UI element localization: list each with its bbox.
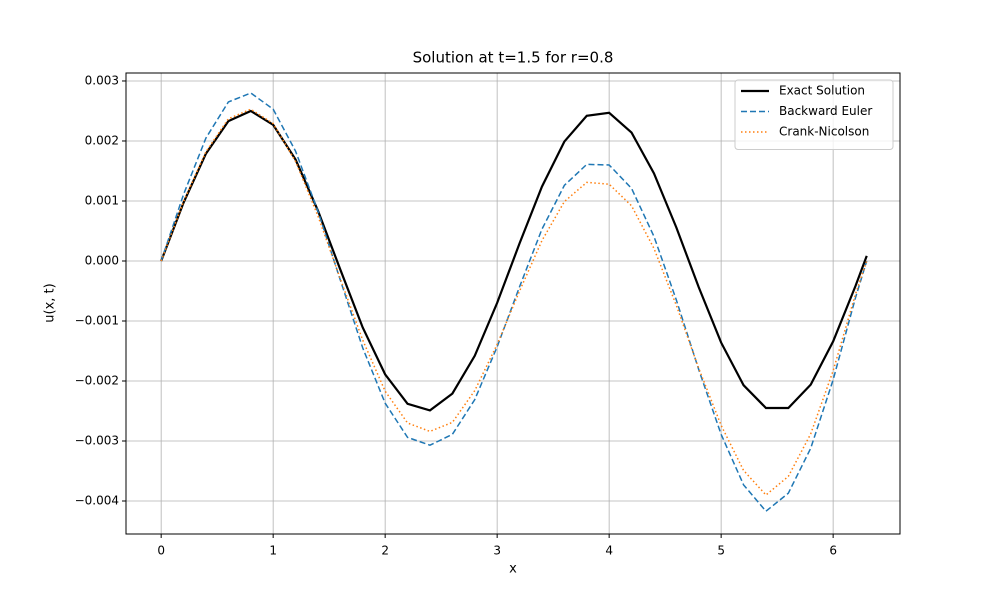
line-series xyxy=(160,109,868,412)
legend-label: Crank-Nicolson xyxy=(779,125,869,139)
x-axis-label: x xyxy=(509,562,517,577)
x-tick-label: 2 xyxy=(381,544,389,558)
x-tick-label: 1 xyxy=(269,544,277,558)
y-tick-label: 0.001 xyxy=(85,193,119,207)
y-tick-label: 0.000 xyxy=(85,253,119,267)
plot-frame xyxy=(125,72,901,535)
legend-label: Backward Euler xyxy=(779,104,872,118)
legend-label: Exact Solution xyxy=(779,84,865,98)
x-tick-label: 5 xyxy=(717,544,725,558)
chart-title: Solution at t=1.5 for r=0.8 xyxy=(413,49,614,67)
x-tick-label: 3 xyxy=(493,544,501,558)
line-series xyxy=(160,92,868,513)
y-tick-label: −0.004 xyxy=(75,493,119,507)
y-axis-label: u(x, t) xyxy=(43,283,58,322)
y-tick-label: −0.002 xyxy=(75,373,119,387)
legend: Exact Solution Backward Euler Crank-Nicols… xyxy=(734,79,894,150)
legend-box xyxy=(734,79,894,150)
y-tick-label: −0.003 xyxy=(75,433,119,447)
x-tick-label: 6 xyxy=(829,544,837,558)
x-tick-label: 4 xyxy=(605,544,613,558)
x-tick-label: 0 xyxy=(157,544,165,558)
y-tick-label: 0.003 xyxy=(85,73,119,87)
y-tick-label: −0.001 xyxy=(75,313,119,327)
y-tick-label: 0.002 xyxy=(85,133,119,147)
